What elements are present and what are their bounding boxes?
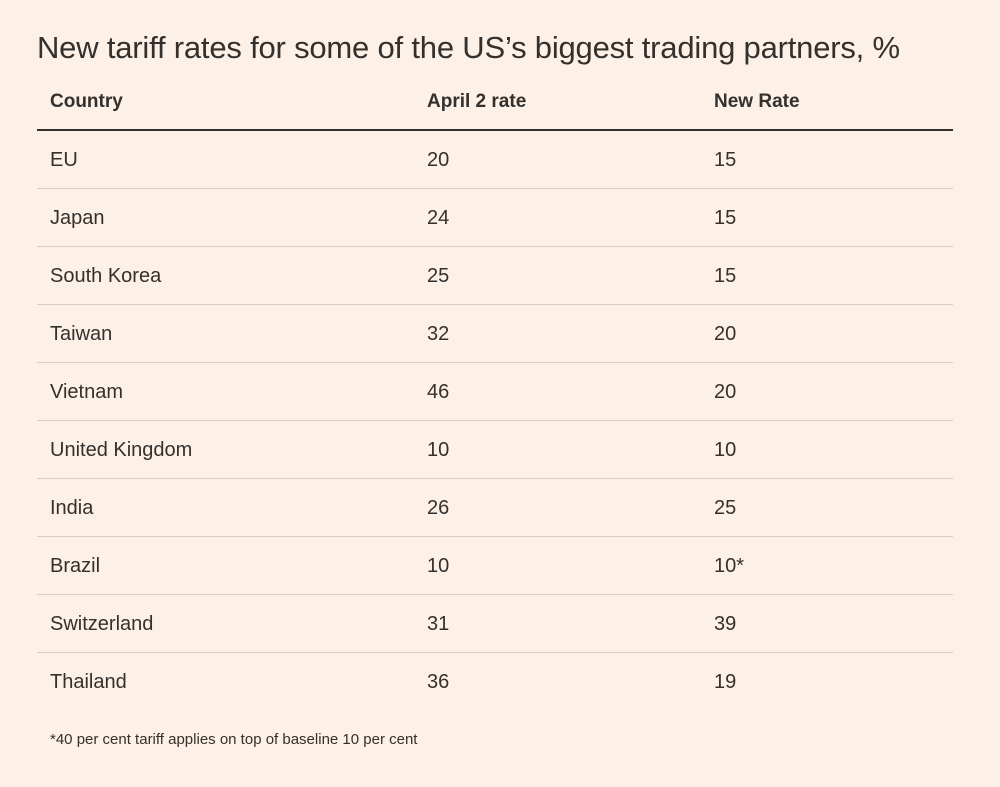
cell-country: India [50, 497, 94, 519]
cell-april-2-rate: 10 [427, 439, 450, 461]
table-row: Thailand 36 19 [37, 653, 953, 710]
cell-new-rate: 15 [714, 265, 737, 287]
cell-april-2-rate: 20 [427, 149, 450, 171]
cell-country: South Korea [50, 265, 162, 287]
cell-country: Thailand [50, 671, 127, 693]
cell-april-2-rate: 24 [427, 207, 450, 229]
cell-new-rate: 10* [714, 555, 745, 577]
table-row: EU 20 15 [37, 131, 953, 189]
table-row: Brazil 10 10* [37, 537, 953, 595]
cell-country: United Kingdom [50, 439, 193, 461]
table-row: Switzerland 31 39 [37, 595, 953, 653]
table-header: Country April 2 rate New Rate [37, 78, 953, 131]
cell-new-rate: 39 [714, 613, 737, 635]
cell-new-rate: 25 [714, 497, 737, 519]
cell-new-rate: 20 [714, 381, 737, 403]
cell-country: EU [50, 149, 78, 171]
cell-country: Brazil [50, 555, 101, 577]
cell-april-2-rate: 25 [427, 265, 450, 287]
column-header-country: Country [50, 91, 123, 112]
cell-new-rate: 10 [714, 439, 737, 461]
cell-country: Vietnam [50, 381, 124, 403]
cell-new-rate: 15 [714, 207, 737, 229]
cell-april-2-rate: 32 [427, 323, 450, 345]
table-row: India 26 25 [37, 479, 953, 537]
column-header-new-rate: New Rate [714, 91, 800, 112]
table-row: South Korea 25 15 [37, 247, 953, 305]
table-row: United Kingdom 10 10 [37, 421, 953, 479]
cell-new-rate: 19 [714, 671, 737, 693]
chart-title: New tariff rates for some of the US’s bi… [37, 30, 900, 65]
column-header-april-2-rate: April 2 rate [427, 91, 527, 112]
cell-country: Taiwan [50, 323, 113, 345]
cell-april-2-rate: 31 [427, 613, 450, 635]
cell-april-2-rate: 46 [427, 381, 450, 403]
table-row: Japan 24 15 [37, 189, 953, 247]
cell-april-2-rate: 26 [427, 497, 450, 519]
cell-april-2-rate: 10 [427, 555, 450, 577]
tariff-table: Country April 2 rate New Rate EU 20 15 Japa… [37, 78, 953, 710]
cell-new-rate: 15 [714, 149, 737, 171]
cell-april-2-rate: 36 [427, 671, 450, 693]
footnote: *40 per cent tariff applies on top of ba… [50, 731, 418, 748]
cell-country: Japan [50, 207, 105, 229]
table-body: EU 20 15 Japan 24 15 South Korea 25 15 Taiwan 32 20… [37, 131, 953, 710]
table-row: Vietnam 46 20 [37, 363, 953, 421]
cell-new-rate: 20 [714, 323, 737, 345]
cell-country: Switzerland [50, 613, 154, 635]
table-row: Taiwan 32 20 [37, 305, 953, 363]
